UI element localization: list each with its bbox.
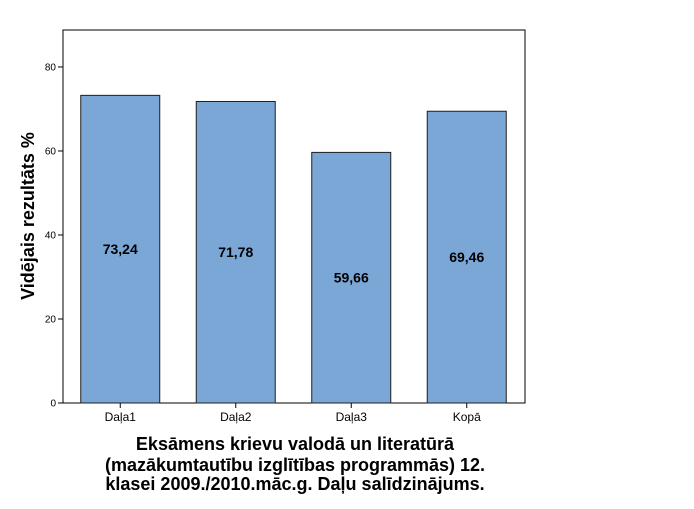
chart-title-line-1: Eksāmens krievu valodā un literatūrā: [136, 434, 455, 454]
x-tick-label: Kopā: [453, 410, 481, 424]
y-tick-label: 60: [45, 146, 57, 157]
bar-4: [426, 110, 507, 404]
x-tick-label: Daļa3: [336, 410, 368, 424]
y-axis-label: Vidējais rezultāts %: [18, 132, 38, 300]
bar-3: [311, 151, 392, 404]
y-tick-label: 20: [45, 314, 57, 325]
bar-2: [195, 100, 276, 404]
y-tick-label: 0: [50, 399, 56, 410]
x-tick-label: Daļa1: [105, 410, 137, 424]
x-tick-label: Daļa2: [220, 410, 252, 424]
data-label-1: 73,24: [103, 241, 138, 257]
data-label-2: 71,78: [218, 244, 253, 260]
data-label-4: 69,46: [449, 249, 484, 265]
chart-title-line-3: klasei 2009./2010.māc.g. Daļu salīdzināj…: [105, 474, 484, 494]
chart-title-line-2: (mazākumtautību izglītības programmās) 1…: [105, 455, 485, 475]
y-tick-label: 40: [45, 230, 57, 241]
data-label-3: 59,66: [334, 270, 369, 286]
y-tick-label: 80: [45, 62, 57, 73]
